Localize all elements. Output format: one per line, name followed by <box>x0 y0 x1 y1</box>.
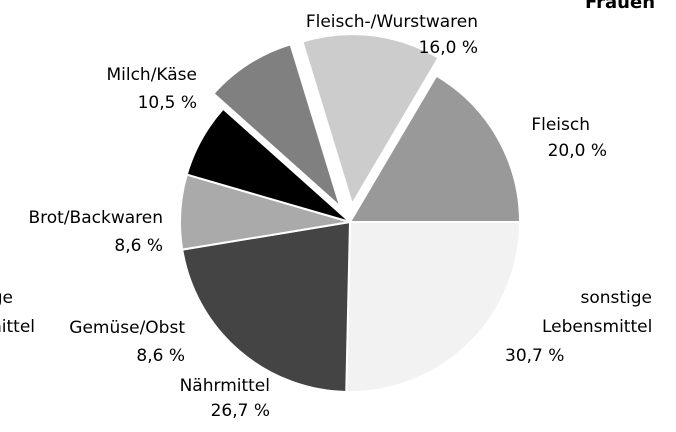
pie-slice <box>185 107 351 223</box>
pie-slice <box>212 43 343 210</box>
slice-label: Gemüse/Obst <box>69 318 185 338</box>
slice-label: sonstige Lebensmittel <box>542 288 653 337</box>
neighbor-label: Lebensmittel <box>0 317 35 337</box>
slice-label: Nährmittel <box>179 376 270 396</box>
value-label: 26,7 % <box>210 401 270 421</box>
value-label: 8,6 % <box>114 236 163 256</box>
value-label: 20,0 % <box>547 141 607 161</box>
value-label: 16,0 % <box>418 38 478 58</box>
slice-label: Milch/Käse <box>106 65 197 85</box>
pie-slice <box>345 221 522 393</box>
pie-slice <box>348 74 522 223</box>
value-label: 8,6 % <box>136 346 185 366</box>
value-label: 10,5 % <box>137 93 197 113</box>
pie-slice <box>181 220 352 393</box>
chart-title: Frauen <box>585 0 656 13</box>
value-label: 30,7 % <box>505 346 565 366</box>
slice-label: Brot/Backwaren <box>28 208 163 228</box>
pie-slice <box>301 33 440 207</box>
slice-label: Fleisch-/Wurstwaren <box>305 12 478 32</box>
neighbor-label: sonstige <box>0 288 13 308</box>
slice-label: Fleisch <box>531 115 590 135</box>
